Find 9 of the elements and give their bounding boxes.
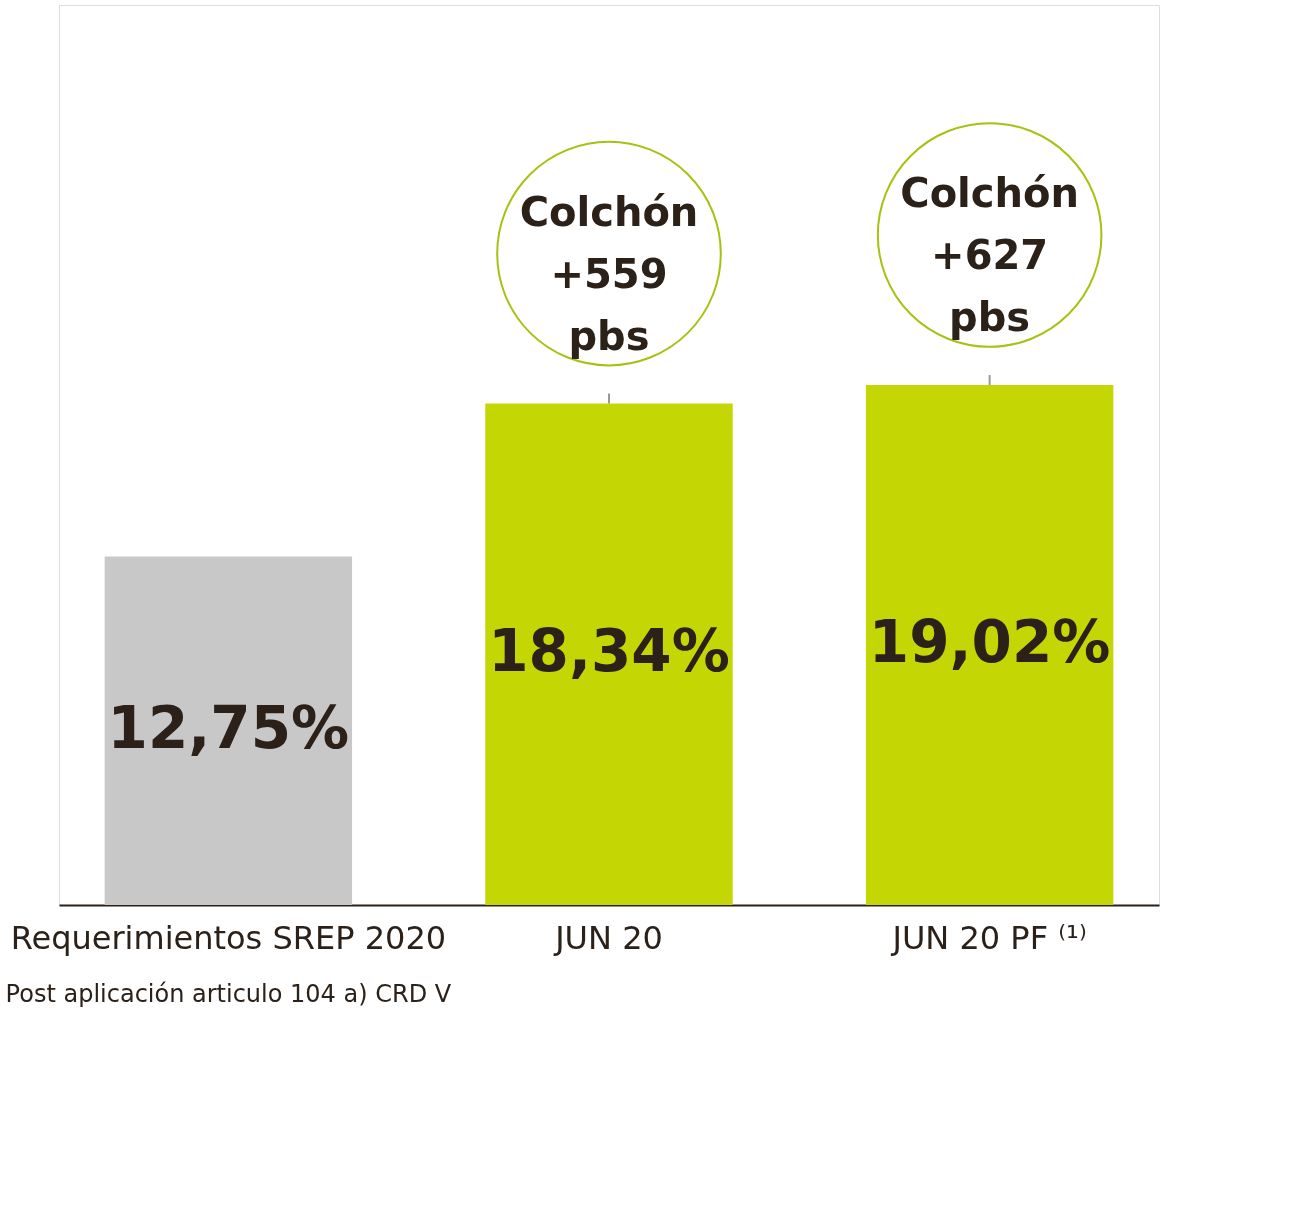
annotation: Colchón +559 pbs — [519, 188, 699, 359]
annotation: Colchón +627 pbs — [900, 170, 1079, 340]
data-label: 12,75% — [107, 693, 350, 762]
text: Post aplicación articulo 104 a) CRD V — [5, 980, 452, 1008]
x-tick-label: JUN 20 PF ⁽¹⁾ — [890, 918, 1087, 957]
x-tick-label: Requerimientos SREP 2020 — [10, 918, 447, 957]
data-label: 19,02% — [868, 608, 1111, 676]
data-label: 18,34% — [488, 617, 730, 686]
x-tick-label: JUN 20 — [553, 918, 663, 957]
